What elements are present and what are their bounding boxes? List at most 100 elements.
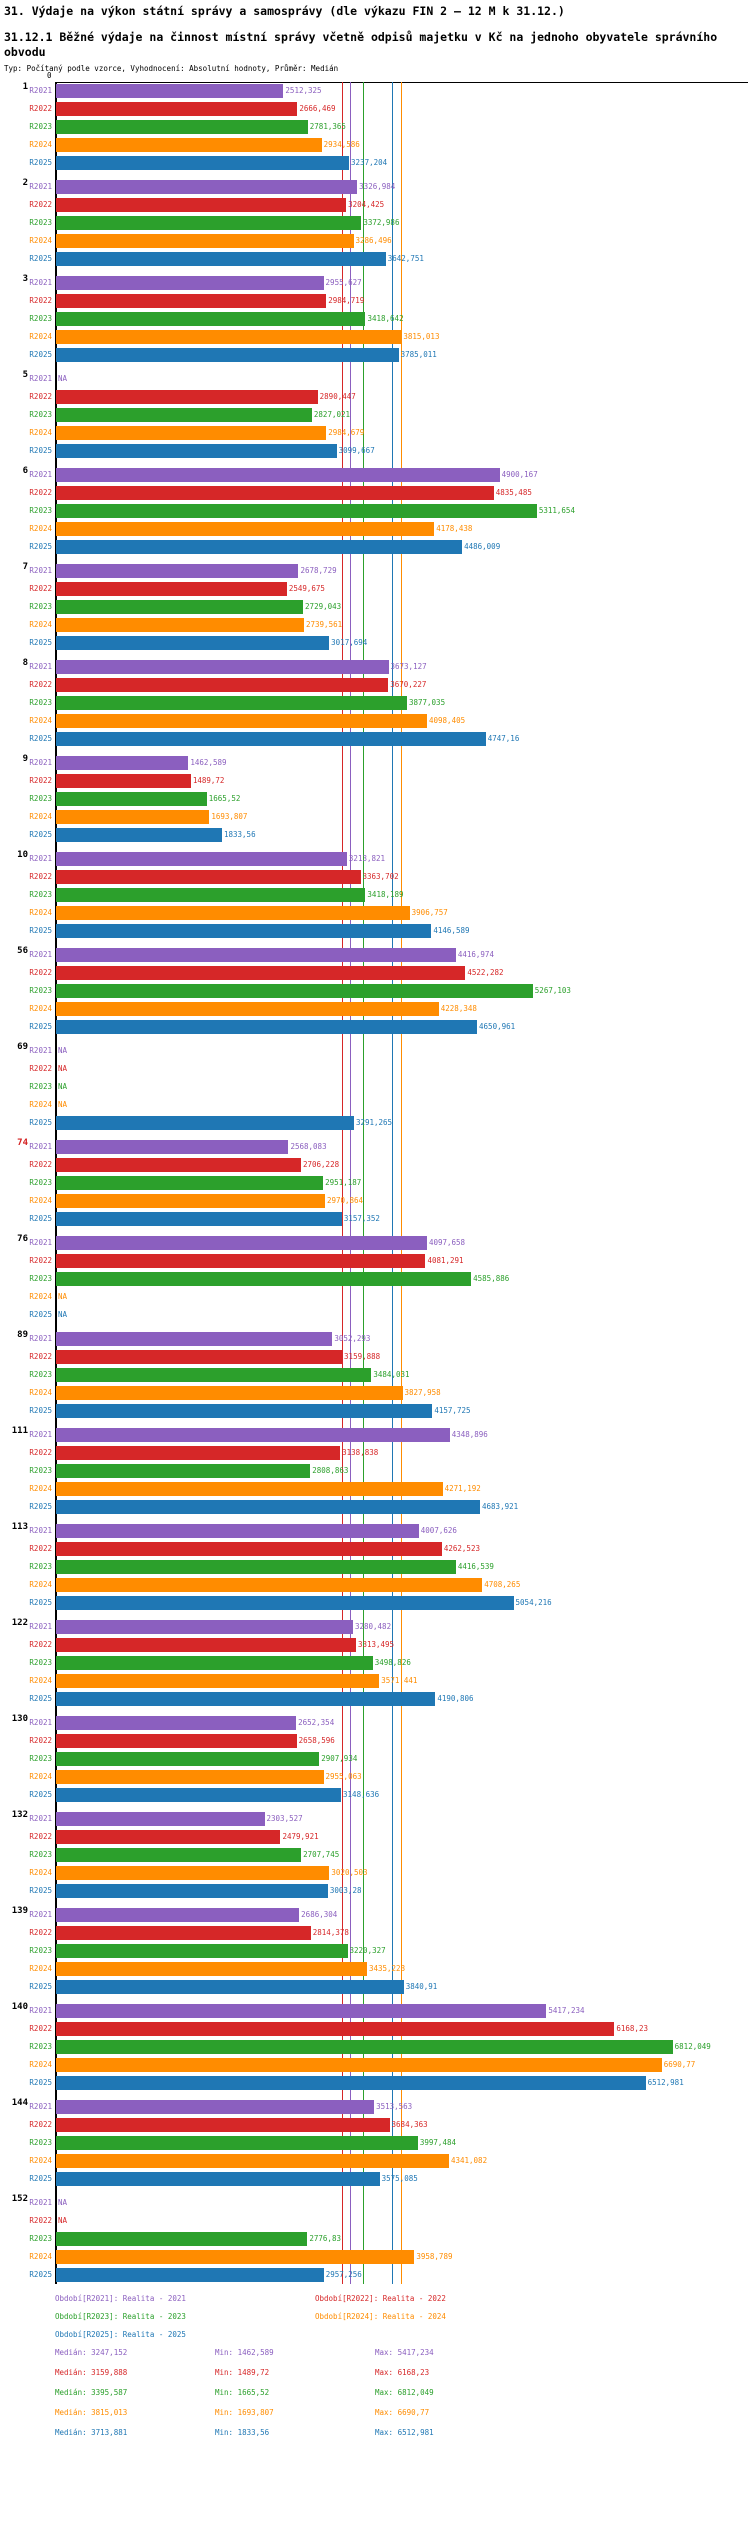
bar[interactable]: [56, 156, 350, 170]
bar[interactable]: [56, 924, 432, 938]
bar[interactable]: [56, 618, 304, 632]
bar[interactable]: [56, 1788, 342, 1802]
bar[interactable]: [56, 1254, 426, 1268]
bar[interactable]: [56, 1734, 297, 1748]
bar[interactable]: [56, 714, 427, 728]
bar[interactable]: [56, 1002, 439, 1016]
bar[interactable]: [56, 1980, 404, 1994]
bar[interactable]: [56, 444, 337, 458]
bar[interactable]: [56, 792, 207, 806]
bar[interactable]: [56, 852, 347, 866]
bar[interactable]: [56, 1236, 427, 1250]
bar[interactable]: [56, 2100, 375, 2114]
bar[interactable]: [56, 1560, 456, 1574]
bar[interactable]: [56, 2172, 380, 2186]
bar[interactable]: [56, 1866, 330, 1880]
bar[interactable]: [56, 198, 347, 212]
bar[interactable]: [56, 1212, 342, 1226]
bar[interactable]: [56, 216, 362, 230]
bar[interactable]: [56, 540, 463, 554]
bar[interactable]: [56, 1884, 328, 1898]
bar[interactable]: [56, 948, 456, 962]
bar[interactable]: [56, 696, 407, 710]
bar[interactable]: [56, 1926, 311, 1940]
bar[interactable]: [56, 966, 466, 980]
bar[interactable]: [56, 1638, 356, 1652]
bar[interactable]: [56, 1194, 325, 1208]
bar[interactable]: [56, 1428, 450, 1442]
bar[interactable]: [56, 138, 322, 152]
bar[interactable]: [56, 1272, 472, 1286]
bar[interactable]: [56, 984, 533, 998]
bar[interactable]: [56, 294, 327, 308]
bar[interactable]: [56, 1770, 324, 1784]
bar[interactable]: [56, 2076, 646, 2090]
bar[interactable]: [56, 504, 537, 518]
bar[interactable]: [56, 468, 500, 482]
bar[interactable]: [56, 1500, 481, 1514]
bar[interactable]: [56, 1020, 478, 1034]
bar[interactable]: [56, 888, 366, 902]
bar[interactable]: [56, 312, 366, 326]
bar[interactable]: [56, 2004, 547, 2018]
bar[interactable]: [56, 1716, 297, 1730]
bar[interactable]: [56, 1350, 343, 1364]
bar[interactable]: [56, 2118, 390, 2132]
bar[interactable]: [56, 582, 287, 596]
bar[interactable]: [56, 870, 361, 884]
bar[interactable]: [56, 180, 358, 194]
bar[interactable]: [56, 1482, 443, 1496]
bar[interactable]: [56, 1620, 353, 1634]
bar[interactable]: [56, 1158, 301, 1172]
bar[interactable]: [56, 756, 189, 770]
bar[interactable]: [56, 1848, 302, 1862]
bar[interactable]: [56, 1596, 514, 1610]
bar[interactable]: [56, 732, 486, 746]
bar[interactable]: [56, 678, 389, 692]
bar[interactable]: [56, 1674, 380, 1688]
bar[interactable]: [56, 660, 389, 674]
bar[interactable]: [56, 1830, 281, 1844]
bar[interactable]: [56, 1464, 311, 1478]
bar[interactable]: [56, 102, 298, 116]
bar[interactable]: [56, 486, 494, 500]
bar[interactable]: [56, 774, 191, 788]
bar[interactable]: [56, 522, 435, 536]
bar[interactable]: [56, 2040, 673, 2054]
bar[interactable]: [56, 2058, 662, 2072]
bar[interactable]: [56, 1524, 419, 1538]
bar[interactable]: [56, 600, 304, 614]
bar[interactable]: [56, 1752, 320, 1766]
bar[interactable]: [56, 1962, 367, 1976]
bar[interactable]: [56, 252, 386, 266]
bar[interactable]: [56, 84, 284, 98]
bar[interactable]: [56, 1578, 483, 1592]
bar[interactable]: [56, 2022, 615, 2036]
bar[interactable]: [56, 1656, 373, 1670]
bar[interactable]: [56, 1140, 289, 1154]
bar[interactable]: [56, 1812, 265, 1826]
bar[interactable]: [56, 1542, 442, 1556]
bar[interactable]: [56, 1386, 403, 1400]
bar[interactable]: [56, 564, 299, 578]
bar[interactable]: [56, 1692, 436, 1706]
bar[interactable]: [56, 276, 324, 290]
bar[interactable]: [56, 120, 308, 134]
bar[interactable]: [56, 2136, 418, 2150]
bar[interactable]: [56, 2268, 324, 2282]
bar[interactable]: [56, 636, 330, 650]
bar[interactable]: [56, 2232, 308, 2246]
bar[interactable]: [56, 1944, 348, 1958]
bar[interactable]: [56, 2154, 449, 2168]
bar[interactable]: [56, 1116, 354, 1130]
bar[interactable]: [56, 1368, 372, 1382]
bar[interactable]: [56, 1176, 324, 1190]
bar[interactable]: [56, 390, 318, 404]
bar[interactable]: [56, 426, 327, 440]
bar[interactable]: [56, 828, 222, 842]
bar[interactable]: [56, 2250, 415, 2264]
bar[interactable]: [56, 234, 354, 248]
bar[interactable]: [56, 1446, 341, 1460]
bar[interactable]: [56, 348, 399, 362]
bar[interactable]: [56, 1332, 333, 1346]
